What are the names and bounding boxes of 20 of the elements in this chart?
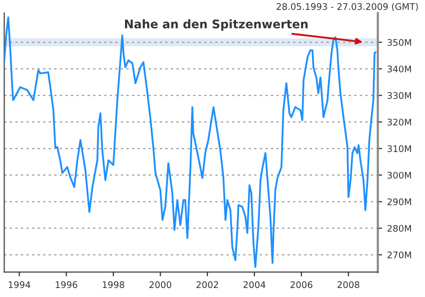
annotation: Nahe an den Spitzenwerten [125,19,308,31]
y-tick-label: 310M [388,145,411,152]
x-tick-label: 2002 [196,281,218,288]
y-tick-label: 270M [388,252,411,258]
x-tick-label: 1998 [102,281,124,288]
y-tick-label: 330M [388,92,411,99]
x-tick-label: 1994 [8,281,30,288]
chart-subtitle: 28.05.1993 - 27.03.2009 (GMT) [276,2,418,12]
line-series [4,16,376,268]
x-tick-label: 1996 [56,281,78,288]
x-tick-label: 2000 [150,281,172,288]
x-tick-label: 2008 [338,281,360,288]
y-tick-label: 320M [388,118,411,126]
x-tick-label: 2004 [244,281,266,288]
y-tick-label: 300M [388,172,411,179]
x-tick-label: 2006 [290,281,312,288]
y-tick-label: 280M [388,224,411,232]
y-tick-label: 350M [388,39,411,46]
y-tick-label: 290M [388,198,411,206]
y-tick-label: 340M [388,66,411,72]
